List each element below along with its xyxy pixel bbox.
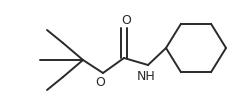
Text: NH: NH xyxy=(137,70,155,83)
Text: O: O xyxy=(95,75,105,88)
Text: O: O xyxy=(121,13,131,26)
